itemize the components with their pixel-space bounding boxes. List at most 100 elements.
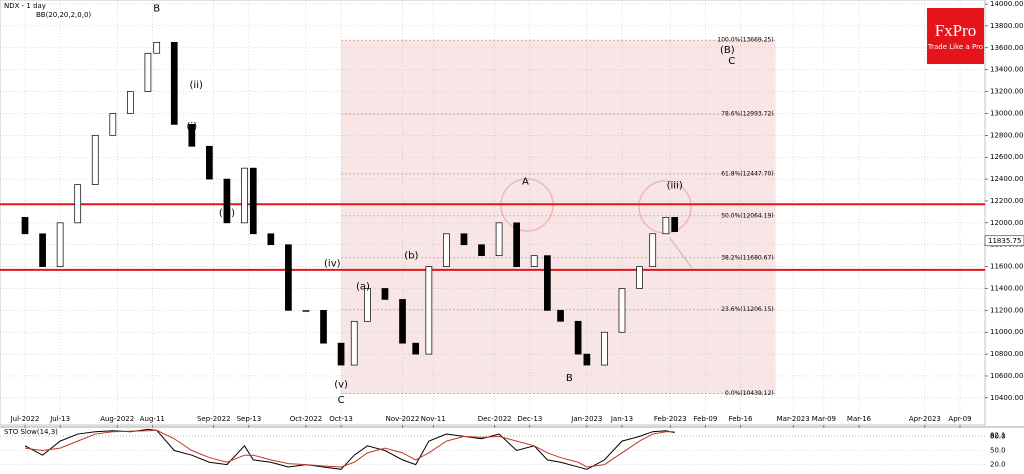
x-tick-label: Aug-11 (140, 415, 165, 423)
indicator-label: BB(20,20,2,0,0) (36, 11, 91, 19)
y-tick-label: 13000.00 (990, 109, 1023, 117)
sto-tick-label: 80.0 (990, 432, 1006, 440)
candle-body (170, 41, 178, 125)
candle-body (302, 310, 310, 312)
candle-body (557, 310, 564, 322)
candle-body (618, 288, 626, 333)
x-tick-label: Aug-2022 (100, 415, 134, 423)
candle-body (39, 233, 46, 267)
x-tick-label: Mar-09 (812, 415, 836, 423)
y-tick-label: 11000.00 (990, 328, 1023, 336)
candle-body (144, 52, 152, 92)
y-tick-label: 14000.00 (990, 0, 1023, 8)
candle-body (425, 266, 433, 355)
fib-label: 100.0%(13669.25) (717, 37, 773, 44)
candle-body (127, 91, 134, 114)
wave-label: (iv) (324, 258, 341, 269)
candle-body (267, 233, 275, 246)
x-tick-label: Mar-16 (847, 415, 872, 423)
wave-label: A (522, 176, 529, 187)
y-tick-label: 13600.00 (990, 44, 1023, 52)
sto-line (24, 428, 675, 470)
candle-body (337, 342, 345, 366)
wave-label: (B) (720, 45, 735, 56)
y-tick-label: 10400.00 (990, 394, 1023, 402)
candle-body (350, 320, 358, 366)
wave-label: (v) (334, 380, 348, 391)
last-price-label: 11835.75 (988, 237, 1021, 245)
y-tick-label: 12000.00 (990, 219, 1023, 227)
y-tick-label: 11600.00 (990, 263, 1023, 271)
x-tick-label: Dec-2022 (478, 415, 512, 423)
candle-body (513, 222, 520, 267)
x-tick-label: Feb-16 (729, 415, 753, 423)
wave-label: C (338, 395, 345, 406)
logo-brand: FxPro (934, 21, 977, 40)
y-tick-label: 12400.00 (990, 175, 1023, 183)
candle-body (74, 184, 82, 224)
candle-body (530, 255, 538, 267)
y-tick-label: 13800.00 (990, 22, 1023, 30)
candle-body (223, 178, 231, 224)
candle-body (241, 167, 248, 224)
candle-body (206, 145, 213, 180)
wave-label: (a) (356, 281, 370, 292)
sto-tick-label: 20.0 (990, 461, 1006, 469)
candle-body (443, 233, 450, 267)
wave-label: (iii) (219, 208, 235, 219)
y-tick-label: 13400.00 (990, 66, 1023, 74)
y-tick-label: 11200.00 (990, 306, 1023, 314)
wave-label: B (566, 373, 573, 384)
candle-body (574, 320, 582, 355)
fib-label: 0.0%(10439.12) (725, 390, 774, 397)
candle-body (364, 288, 371, 322)
x-tick-label: Jan-2023 (570, 415, 602, 423)
candle-body (285, 244, 292, 311)
candle-body (495, 222, 503, 257)
x-tick-label: Sep-13 (237, 415, 262, 423)
sto-tick-label: 82.1 (990, 431, 1006, 439)
fib-label: 61.8%(12447.70) (721, 170, 773, 177)
fib-zone (341, 40, 776, 394)
y-tick-label: 12600.00 (990, 153, 1023, 161)
candle-body (412, 342, 420, 355)
x-tick-label: Feb-2023 (654, 415, 687, 423)
y-tick-label: 10600.00 (990, 372, 1023, 380)
wave-label: (iii) (667, 181, 683, 192)
x-tick-label: Jan-13 (610, 415, 633, 423)
candle-body (662, 217, 670, 235)
logo: FxPro Trade Like a Pro (927, 8, 984, 64)
candle-body (399, 299, 406, 344)
candle-body (188, 124, 196, 147)
candle-body (56, 222, 64, 267)
wave-label: (ii) (190, 80, 203, 91)
fib-label: 38.2%(11680.67) (721, 254, 773, 261)
candle-body (109, 113, 117, 136)
x-tick-label: Nov-2022 (386, 415, 420, 423)
candle-body (649, 233, 657, 267)
fib-label: 78.6%(12993.72) (721, 111, 773, 118)
x-tick-label: Apr-2023 (909, 415, 941, 423)
stochastic-title: STO Slow(14,3) (4, 428, 58, 436)
x-tick-label: Apr-09 (948, 415, 971, 423)
wave-label: (b) (404, 251, 418, 262)
last-price-box (984, 235, 1024, 247)
candle-body (636, 266, 643, 289)
candle-body (460, 233, 468, 246)
logo-tagline: Trade Like a Pro (927, 43, 984, 51)
candle-body (478, 244, 485, 257)
y-tick-label: 10800.00 (990, 350, 1023, 358)
candle-body (601, 331, 608, 366)
x-tick-label: Jul-2022 (10, 415, 40, 423)
candle-body (153, 41, 161, 54)
sto-line (24, 429, 675, 468)
candle-body (91, 134, 99, 185)
fib-label: 50.0%(12064.19) (721, 212, 773, 219)
candle-body (671, 217, 679, 232)
fib-label: 23.6%(11206.15) (721, 306, 773, 313)
x-tick-label: Oct-2022 (290, 415, 322, 423)
y-tick-label: 13200.00 (990, 88, 1023, 96)
x-tick-label: Dec-13 (517, 415, 542, 423)
